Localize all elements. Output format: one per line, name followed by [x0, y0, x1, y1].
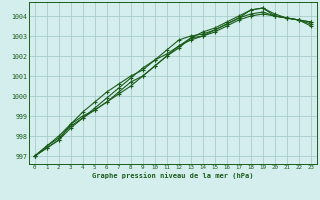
X-axis label: Graphe pression niveau de la mer (hPa): Graphe pression niveau de la mer (hPa) [92, 172, 253, 179]
